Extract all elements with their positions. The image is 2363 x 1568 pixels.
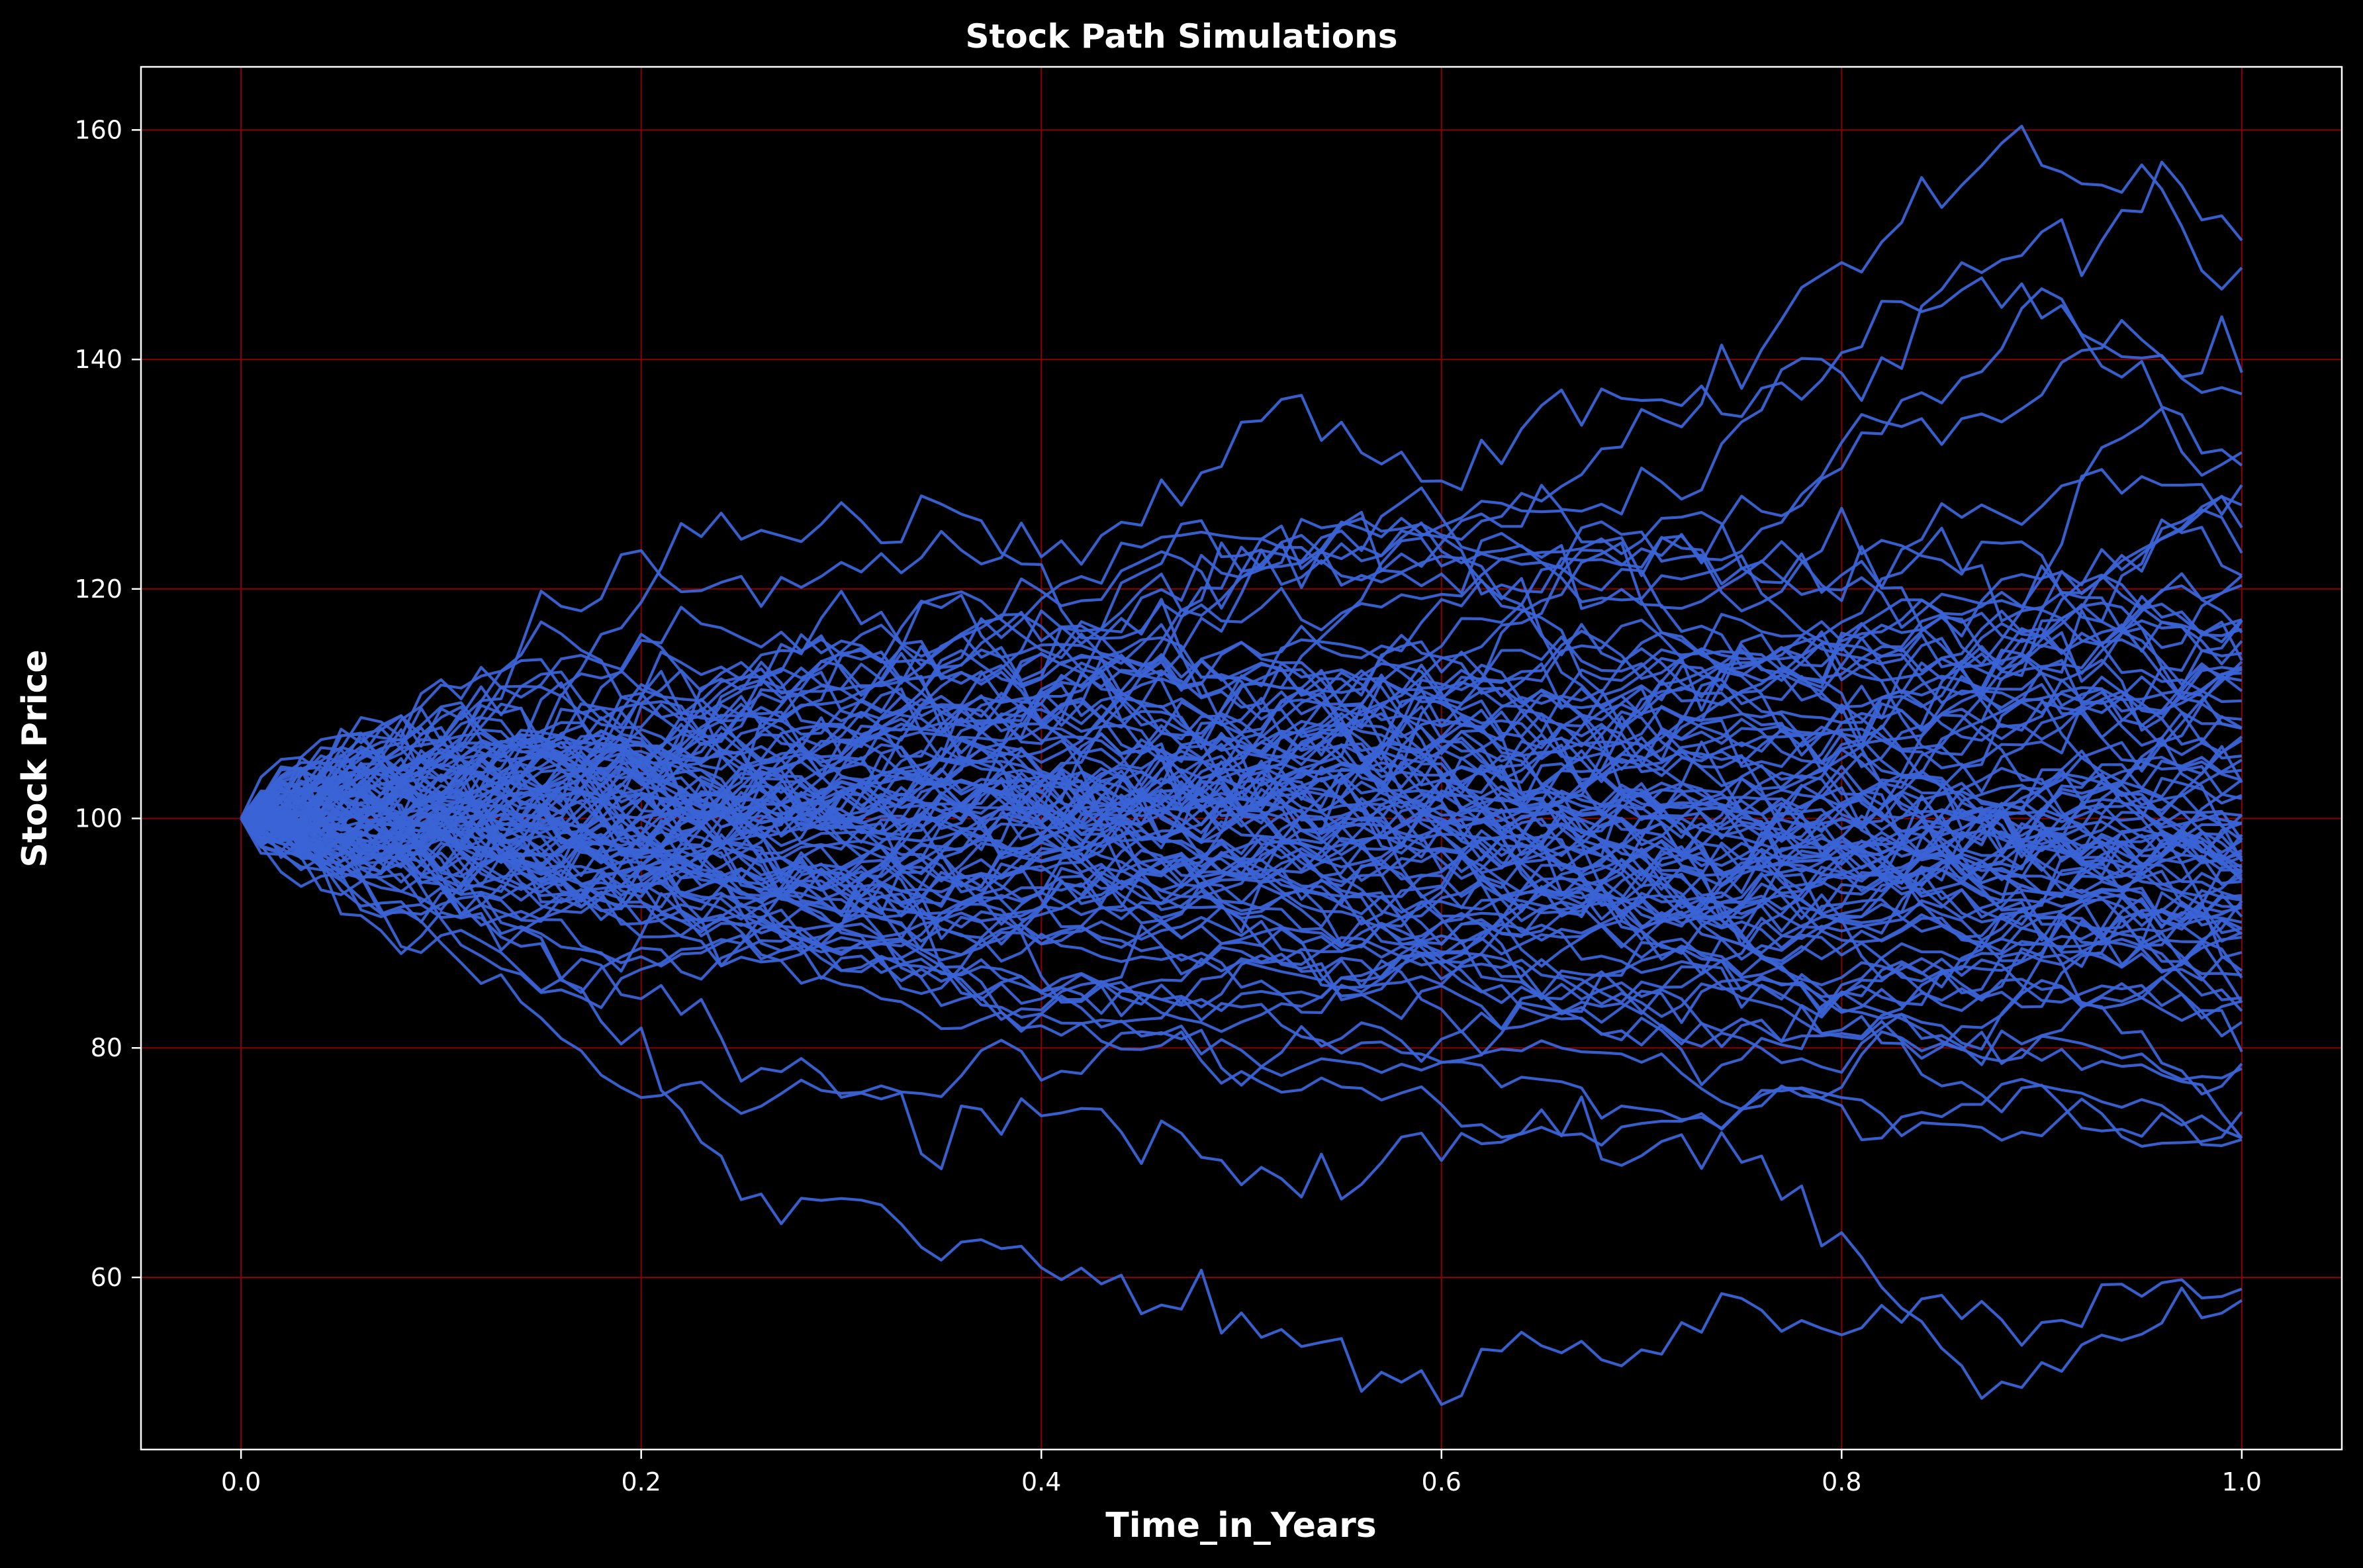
path-line-6 bbox=[240, 486, 2243, 820]
path-line-18 bbox=[240, 777, 2243, 928]
path-line-14 bbox=[240, 795, 2243, 1051]
path-line-89 bbox=[240, 643, 2243, 924]
y-tick-label-4: 140 bbox=[74, 345, 122, 374]
path-line-9 bbox=[240, 590, 2243, 833]
path-line-87 bbox=[240, 494, 2243, 820]
x-tick-label-2: 0.4 bbox=[1021, 1467, 1061, 1497]
path-line-38 bbox=[240, 572, 2243, 820]
path-line-52 bbox=[240, 784, 2243, 1048]
y-axis-label: Stock Price bbox=[15, 649, 55, 867]
plot-frame bbox=[140, 66, 2343, 1451]
paths-layer bbox=[240, 124, 2243, 1407]
y-tick-label-1: 80 bbox=[91, 1033, 122, 1062]
path-line-76 bbox=[240, 508, 2243, 860]
path-line-42 bbox=[240, 531, 2243, 866]
path-line-78 bbox=[240, 494, 2243, 960]
path-line-33 bbox=[240, 618, 2242, 820]
path-line-90 bbox=[240, 794, 2243, 968]
path-line-84 bbox=[240, 756, 2243, 1060]
x-axis-label: Time_in_Years bbox=[1105, 1506, 1376, 1545]
path-line-80 bbox=[240, 287, 2243, 841]
y-tick-label-3: 120 bbox=[74, 575, 122, 604]
path-line-74 bbox=[240, 695, 2243, 921]
path-line-94 bbox=[240, 661, 2243, 840]
path-line-91 bbox=[240, 788, 2243, 918]
path-line-99 bbox=[240, 811, 2243, 1407]
path-line-59 bbox=[240, 160, 2243, 823]
ticks-layer: 0.0 0.2 0.4 0.6 0.8 1.0 60 80 100 120 140 160 bbox=[74, 115, 2262, 1497]
path-line-97 bbox=[240, 124, 2243, 819]
y-tick-label-0: 60 bbox=[91, 1263, 122, 1292]
x-tick-label-0: 0.0 bbox=[221, 1467, 261, 1497]
path-line-82 bbox=[240, 804, 2243, 1014]
x-tick-label-1: 0.2 bbox=[621, 1467, 661, 1497]
path-line-64 bbox=[240, 702, 2243, 950]
chart-title: Stock Path Simulations bbox=[966, 17, 1398, 56]
path-line-49 bbox=[240, 541, 2243, 900]
path-line-92 bbox=[240, 745, 2243, 955]
path-line-93 bbox=[240, 756, 2243, 906]
y-tick-label-5: 160 bbox=[74, 115, 122, 144]
x-tick-label-5: 1.0 bbox=[2222, 1467, 2262, 1497]
path-line-77 bbox=[240, 636, 2243, 841]
path-line-61 bbox=[240, 729, 2243, 876]
path-line-96 bbox=[240, 276, 2243, 820]
y-tick-label-2: 100 bbox=[74, 804, 122, 833]
path-line-70 bbox=[241, 468, 2243, 845]
axes-frame bbox=[140, 66, 2343, 1451]
path-line-68 bbox=[240, 798, 2243, 1015]
x-tick-label-4: 0.8 bbox=[1822, 1467, 1861, 1497]
path-line-66 bbox=[240, 767, 2243, 898]
x-tick-label-3: 0.6 bbox=[1422, 1467, 1461, 1497]
path-line-95 bbox=[240, 704, 2243, 921]
path-line-88 bbox=[240, 703, 2243, 920]
path-line-31 bbox=[240, 817, 2243, 1115]
